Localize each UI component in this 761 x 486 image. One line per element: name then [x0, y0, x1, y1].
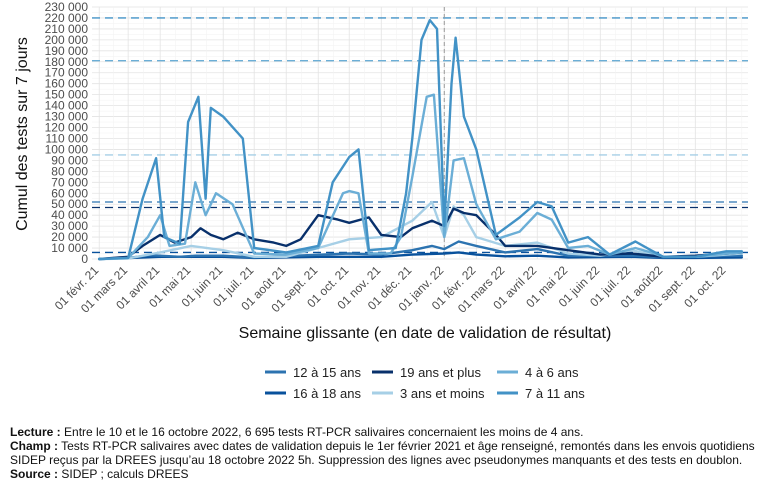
x-axis-title: Semaine glissante (en date de validation…: [239, 325, 612, 342]
legend-label: 4 à 6 ans: [525, 365, 579, 380]
source-note: Source : SIDEP ; calculs DREES: [10, 467, 189, 481]
legend: 12 à 15 ans 19 ans et plus 4 à 6 ans 16 à 1…: [265, 365, 585, 401]
y-tick-label: 10 000: [51, 241, 88, 255]
y-tick-label: 180 000: [45, 55, 89, 69]
y-tick-label: 220 000: [45, 11, 89, 25]
y-tick-label: 40 000: [51, 208, 88, 222]
legend-label: 7 à 11 ans: [525, 386, 585, 401]
y-tick-label: 90 000: [51, 153, 88, 167]
y-tick-label: 60 000: [51, 186, 88, 200]
legend-item: 7 à 11 ans: [497, 386, 585, 401]
y-tick-label: 200 000: [45, 33, 89, 47]
y-tick-label: 100 000: [45, 142, 89, 156]
y-tick-label: 110 000: [46, 131, 89, 145]
y-tick-label: 70 000: [51, 175, 88, 189]
legend-item: 4 à 6 ans: [497, 365, 579, 380]
footnotes: Lecture : Entre le 10 et le 16 octobre 2…: [10, 425, 755, 481]
legend-label: 19 ans et plus: [400, 365, 481, 380]
y-tick-label: 150 000: [45, 88, 89, 102]
series-lines: [98, 18, 743, 261]
y-tick-label: 210 000: [45, 22, 89, 36]
y-tick-label: 190 000: [45, 44, 89, 58]
series-line: [98, 240, 743, 261]
legend-item: 19 ans et plus: [372, 365, 481, 380]
y-tick-label: 230 000: [45, 0, 89, 14]
lecture-note: Lecture : Entre le 10 et le 16 octobre 2…: [10, 425, 584, 439]
legend-item: 12 à 15 ans: [265, 365, 361, 380]
y-tick-label: 0: [81, 252, 88, 266]
y-tick-label: 120 000: [45, 121, 89, 135]
legend-label: 12 à 15 ans: [293, 365, 361, 380]
y-tick-label: 160 000: [45, 77, 89, 91]
y-tick-label: 80 000: [51, 164, 88, 178]
y-tick-label: 20 000: [51, 230, 88, 244]
y-axis-title: Cumul des tests sur 7 jours: [14, 37, 31, 231]
y-tick-label: 30 000: [51, 219, 88, 233]
legend-item: 3 ans et moins: [372, 386, 485, 401]
legend-label: 3 ans et moins: [400, 386, 485, 401]
y-tick-label: 140 000: [45, 99, 89, 113]
legend-label: 16 à 18 ans: [293, 386, 361, 401]
y-tick-label: 130 000: [45, 110, 89, 124]
legend-item: 16 à 18 ans: [265, 386, 361, 401]
series-line: [98, 93, 743, 261]
series-line: [98, 18, 743, 261]
y-tick-label: 170 000: [45, 66, 89, 80]
y-tick-label: 50 000: [51, 197, 88, 211]
champ-note: Champ : Tests RT-PCR salivaires avec dat…: [10, 439, 755, 467]
series-line: [98, 207, 743, 261]
